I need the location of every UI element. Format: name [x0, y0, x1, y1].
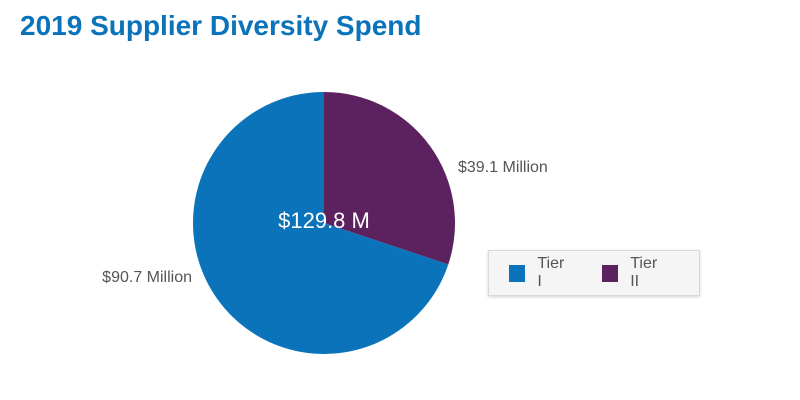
pie-slices	[192, 92, 455, 354]
legend-label-tier-1: Tier I	[537, 255, 565, 290]
pie-slice-tier-ii[interactable]	[324, 92, 455, 265]
legend-swatch-tier-2	[601, 264, 619, 282]
legend-item-tier-2[interactable]: Tier II	[601, 255, 669, 291]
chart-title: 2019 Supplier Diversity Spend	[20, 10, 422, 41]
legend-item-tier-1[interactable]: Tier I	[509, 255, 572, 291]
legend-swatch-tier-1	[509, 264, 526, 282]
slice-labels: $39.1 Million $90.7 Million	[102, 159, 548, 286]
slice-label-tier-ii: $39.1 Million	[458, 159, 548, 176]
slice-label-tier-i: $90.7 Million	[102, 269, 192, 286]
legend-label-tier-2: Tier II	[630, 255, 658, 290]
total-label: $129.8 M	[278, 208, 370, 233]
pie-slice-tier-i[interactable]	[192, 92, 449, 354]
legend: Tier I Tier II	[488, 250, 700, 296]
